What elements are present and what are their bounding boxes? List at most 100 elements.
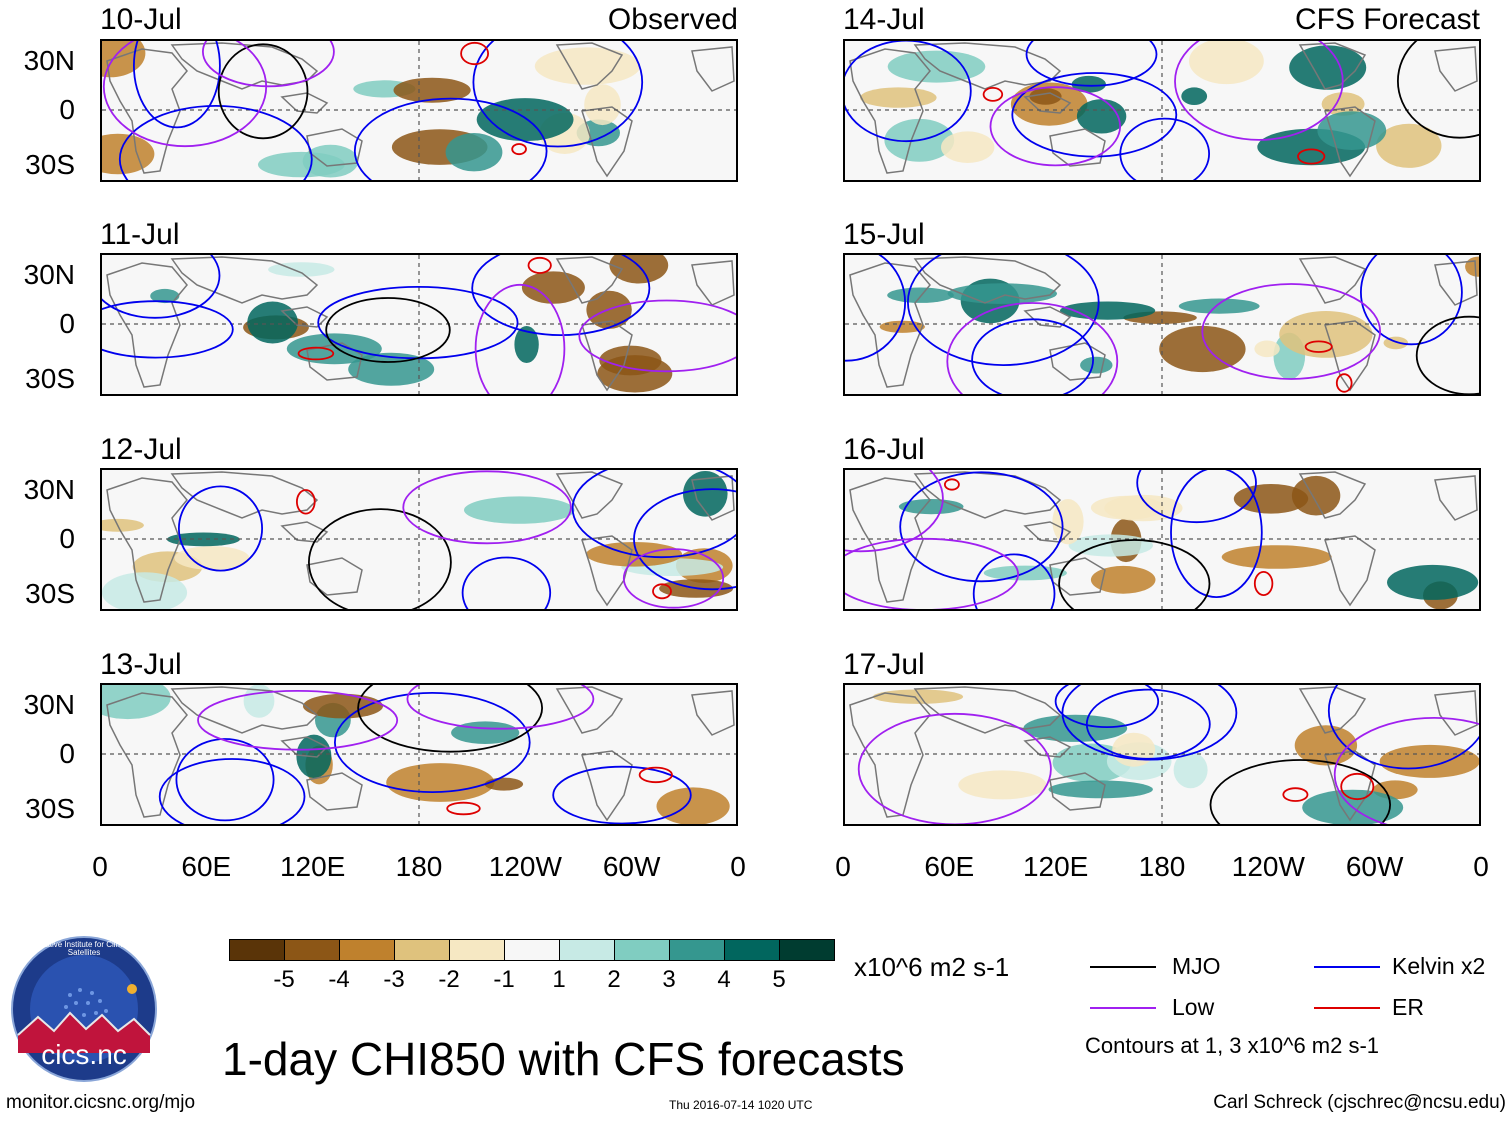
- colorbar-swatch: [504, 939, 560, 961]
- anomaly-wet-shading: [683, 471, 728, 517]
- coastline: [1023, 736, 1072, 758]
- anomaly-dry-shading: [1159, 325, 1246, 373]
- panel-date-14-jul: 14-Jul: [843, 3, 925, 36]
- coastline: [849, 48, 931, 174]
- er-contour: [1282, 787, 1309, 802]
- low-contour: [406, 685, 595, 730]
- lon-label-180: 180: [1138, 851, 1186, 882]
- low-contour: [474, 283, 566, 394]
- anomaly-dry-shading: [1104, 494, 1183, 522]
- coastline: [306, 772, 363, 811]
- anomaly-wet-shading: [166, 532, 240, 547]
- map-svg: [845, 470, 1479, 609]
- colorbar-swatch: [614, 939, 670, 961]
- anomaly-wet-shading: [1387, 564, 1479, 600]
- lat-label-eq: 0: [59, 308, 75, 339]
- footer-url[interactable]: monitor.cicsnc.org/mjo: [6, 1092, 196, 1113]
- kelvin-contour: [845, 41, 972, 143]
- lon-label-120e: 120E: [1022, 851, 1089, 882]
- anomaly-wet-shading: [1023, 714, 1128, 742]
- anomaly-dry-shading: [534, 47, 641, 85]
- kelvin-contour: [1119, 117, 1210, 180]
- lon-label-0: 0: [92, 851, 108, 882]
- legend-label-mjo: MJO: [1172, 953, 1221, 979]
- colorbar-swatch: [394, 939, 450, 961]
- lat-label-30s: 30S: [25, 793, 75, 824]
- panel-date-16-jul: 16-Jul: [843, 433, 925, 466]
- kelvin-contour: [472, 41, 644, 148]
- low-contour: [1333, 717, 1479, 824]
- er-contour: [511, 143, 527, 156]
- colorbar: [229, 939, 835, 961]
- anomaly-wet-shading: [445, 133, 503, 172]
- kelvin-contour: [461, 556, 552, 609]
- coastline: [1049, 772, 1106, 811]
- kelvin-contour: [1327, 685, 1479, 770]
- anomaly-dry-shading: [1254, 340, 1280, 358]
- er-contour: [1304, 340, 1333, 353]
- colorbar-tick-label: -2: [438, 966, 460, 993]
- anomaly-dry-shading: [872, 689, 964, 704]
- kelvin-contour: [845, 255, 906, 362]
- coastline: [1324, 535, 1376, 607]
- panel-date-10-jul: 10-Jul: [100, 3, 182, 36]
- colorbar-tick-label: -5: [273, 966, 295, 993]
- anomaly-wet-shading: [102, 685, 171, 720]
- colorbar-tick-label: 2: [607, 966, 621, 993]
- lat-label-30n: 30N: [23, 259, 75, 290]
- coastline: [1023, 521, 1072, 543]
- coastline: [1434, 690, 1478, 736]
- anomaly-dry-shading: [584, 84, 621, 126]
- coastline: [691, 46, 735, 92]
- anomaly-wet-shading: [464, 496, 575, 524]
- coastline: [849, 262, 931, 388]
- coastline: [1324, 320, 1376, 392]
- mjo-contour: [1397, 41, 1479, 139]
- anomaly-wet-shading: [1076, 99, 1127, 134]
- panel-date-17-jul: 17-Jul: [843, 648, 925, 681]
- coastline: [280, 306, 329, 328]
- anomaly-dry-shading: [1090, 565, 1156, 594]
- colorbar-swatch: [559, 939, 615, 961]
- kelvin-contour: [353, 97, 548, 180]
- low-contour: [1174, 41, 1344, 141]
- lon-label-60e: 60E: [924, 851, 975, 882]
- map-panel-14-jul: [843, 39, 1481, 182]
- colorbar-swatch: [724, 939, 780, 961]
- anomaly-wet-shading: [286, 333, 382, 365]
- lon-label-360: 0: [730, 851, 746, 882]
- er-contour: [446, 801, 481, 816]
- legend-line-mjo: [1090, 966, 1156, 968]
- map-svg: [102, 255, 736, 394]
- colorbar-tick-label: -4: [328, 966, 350, 993]
- anomaly-dry-shading: [1376, 123, 1442, 168]
- anomaly-dry-shading: [1465, 256, 1479, 277]
- coastline: [581, 750, 633, 822]
- coastline: [555, 686, 624, 734]
- figure-title: 1-day CHI850 with CFS forecasts: [222, 1033, 905, 1085]
- kelvin-contour: [158, 758, 306, 824]
- kelvin-contour: [333, 692, 531, 793]
- lon-label-0: 0: [835, 851, 851, 882]
- kelvin-contour: [899, 471, 1064, 583]
- low-contour: [102, 41, 268, 148]
- low-contour: [845, 537, 1019, 609]
- legend-line-kelvin: [1314, 966, 1380, 968]
- mjo-contour: [325, 297, 451, 363]
- coastline: [1324, 106, 1376, 178]
- mjo-contour: [1415, 315, 1479, 394]
- anomaly-wet-shading: [887, 50, 986, 83]
- anomaly-wet-shading: [1080, 356, 1113, 374]
- map-panel-12-jul: [100, 468, 738, 611]
- anomaly-dry-shading: [1189, 41, 1264, 85]
- map-svg: [102, 41, 736, 180]
- coastline: [1023, 92, 1072, 114]
- mjo-contour: [1058, 539, 1211, 609]
- coastline: [581, 106, 633, 178]
- coastline: [691, 475, 735, 521]
- colorbar-swatch: [779, 939, 835, 961]
- anomaly-dry-shading: [609, 255, 669, 284]
- logo-text: cics.nc: [41, 1039, 127, 1070]
- coastline: [1434, 475, 1478, 521]
- anomaly-wet-shading: [1048, 780, 1153, 799]
